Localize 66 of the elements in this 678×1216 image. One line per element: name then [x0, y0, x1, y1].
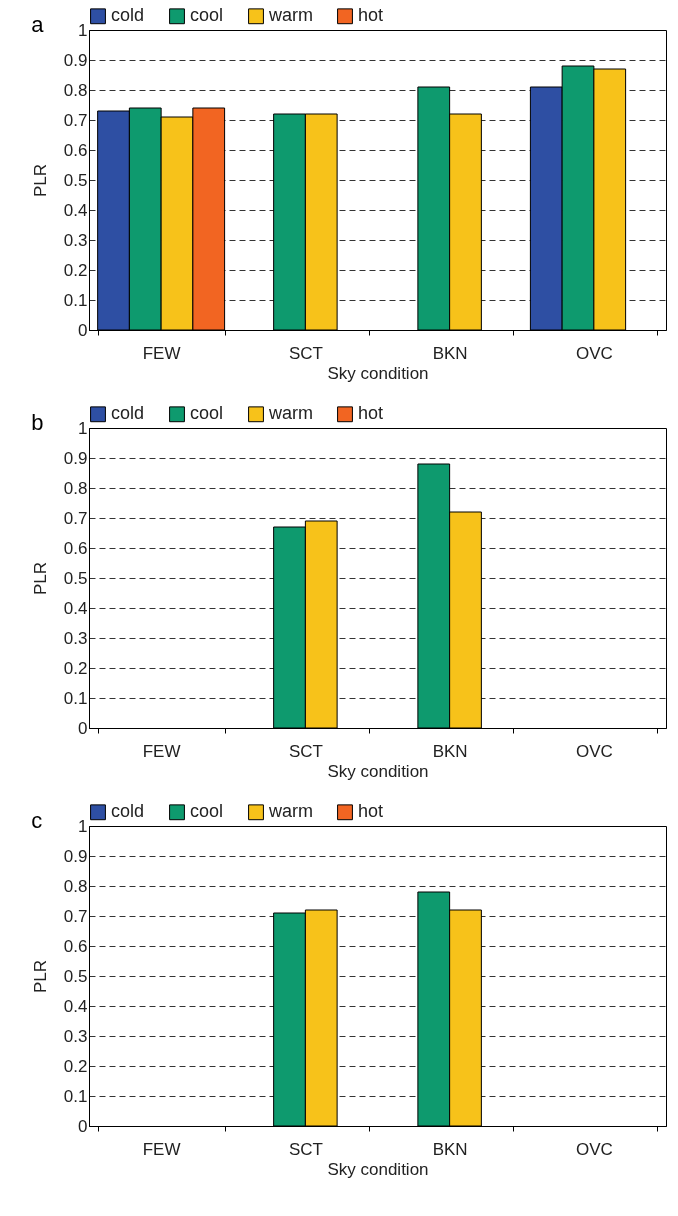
legend-label: cold: [111, 5, 145, 26]
legend-label: hot: [358, 801, 384, 822]
x-tick-label: SCT: [288, 741, 323, 761]
x-tick-label: SCT: [288, 343, 323, 363]
x-axis-title: Sky condition: [327, 363, 429, 383]
legend-label: hot: [358, 403, 384, 424]
y-axis-title: PLR: [30, 959, 50, 994]
y-tick-label: 0: [78, 1116, 88, 1136]
y-tick-label: 0.4: [63, 996, 88, 1016]
y-tick-label: 0.7: [63, 508, 88, 528]
legend-label: cool: [190, 5, 224, 26]
y-tick-label: 0.5: [63, 966, 88, 986]
x-tick-label: BKN: [432, 343, 468, 363]
y-tick-label: 0.1: [63, 1086, 88, 1106]
x-tick-label: FEW: [142, 343, 181, 363]
y-axis-title: PLR: [30, 561, 50, 596]
y-tick-label: 0.4: [63, 200, 88, 220]
legend-label: cool: [190, 403, 224, 424]
y-tick-label: 0.6: [63, 936, 88, 956]
x-tick-label: SCT: [288, 1139, 323, 1159]
y-tick-label: 0.8: [63, 80, 88, 100]
x-tick-label: BKN: [432, 1139, 468, 1159]
x-tick-label: OVC: [575, 741, 613, 761]
y-tick-label: 0.8: [63, 876, 88, 896]
y-tick-label: 0.9: [63, 846, 88, 866]
y-tick-label: 0.8: [63, 478, 88, 498]
chart-title: a: [31, 12, 45, 37]
y-tick-label: 0: [78, 718, 88, 738]
x-tick-label: FEW: [142, 741, 181, 761]
y-tick-label: 0.5: [63, 170, 88, 190]
legend-label: cold: [111, 403, 145, 424]
y-tick-label: 0.2: [63, 658, 88, 678]
x-tick-label: OVC: [575, 1139, 613, 1159]
chart-title: b: [31, 410, 44, 435]
legend-label: warm: [268, 403, 313, 424]
y-tick-label: 0.9: [63, 448, 88, 468]
x-tick-label: FEW: [142, 1139, 181, 1159]
legend-label: cool: [190, 801, 224, 822]
y-tick-label: 0.2: [63, 1056, 88, 1076]
y-tick-label: 1: [78, 816, 88, 836]
y-tick-label: 0.7: [63, 110, 88, 130]
y-tick-label: 0.4: [63, 598, 88, 618]
legend-label: hot: [358, 5, 384, 26]
x-axis-title: Sky condition: [327, 761, 429, 781]
y-tick-label: 1: [78, 20, 88, 40]
y-tick-label: 0.6: [63, 140, 88, 160]
y-tick-label: 1: [78, 418, 88, 438]
legend-label: warm: [268, 801, 313, 822]
y-tick-label: 0.3: [63, 628, 88, 648]
x-axis-title: Sky condition: [327, 1159, 429, 1179]
y-tick-label: 0: [78, 320, 88, 340]
legend-label: warm: [268, 5, 313, 26]
y-tick-label: 0.9: [63, 50, 88, 70]
y-tick-label: 0.7: [63, 906, 88, 926]
y-tick-label: 0.2: [63, 260, 88, 280]
y-tick-label: 0.5: [63, 568, 88, 588]
y-tick-label: 0.6: [63, 538, 88, 558]
legend-label: cold: [111, 801, 145, 822]
y-tick-label: 0.3: [63, 1026, 88, 1046]
x-tick-label: OVC: [575, 343, 613, 363]
chart-title: c: [31, 808, 43, 833]
x-tick-label: BKN: [432, 741, 468, 761]
y-tick-label: 0.1: [63, 290, 88, 310]
y-axis-title: PLR: [30, 163, 50, 198]
y-tick-label: 0.3: [63, 230, 88, 250]
y-tick-label: 0.1: [63, 688, 88, 708]
